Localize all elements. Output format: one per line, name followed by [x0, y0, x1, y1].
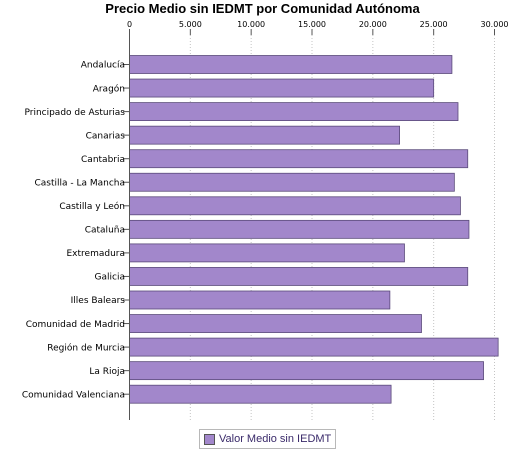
category-label: Galicia [95, 273, 125, 283]
category-label: Comunidad de Madrid [26, 320, 125, 330]
category-label: Principado de Asturias [24, 108, 125, 118]
chart-title: Precio Medio sin IEDMT por Comunidad Aut… [105, 1, 420, 16]
bar [129, 78, 435, 98]
category-label: Cantabria [81, 155, 125, 165]
x-tick-label: 20.000 [359, 20, 387, 29]
bars [129, 55, 499, 404]
bar [129, 337, 499, 357]
x-tick-label: 30.000 [481, 20, 509, 29]
x-tick-label: 0 [127, 20, 132, 29]
bar [129, 267, 469, 286]
x-tick-label: 15.000 [298, 20, 326, 29]
category-labels: Andalucía Aragón Principado de Asturias Can… [22, 61, 129, 400]
x-tick-label: 5.000 [179, 20, 202, 29]
category-label: Extremadura [67, 249, 126, 259]
legend: Valor Medio sin IEDMT [199, 429, 337, 449]
category-label: Cataluña [85, 226, 125, 236]
bar [129, 125, 401, 145]
category-label: Región de Murcia [47, 342, 125, 353]
bar [129, 361, 484, 381]
bar [129, 196, 461, 216]
bar [129, 219, 470, 239]
category-label: Castilla y León [59, 201, 125, 212]
bar [129, 102, 459, 121]
category-label: Andalucía [81, 61, 125, 71]
bar [129, 172, 455, 192]
category-label: Comunidad Valenciana [22, 390, 125, 400]
category-label: Castilla - La Mancha [34, 178, 125, 188]
category-label: La Rioja [89, 367, 125, 377]
bar [129, 314, 422, 333]
x-tick-label: 10.000 [237, 20, 265, 29]
bar [129, 384, 392, 404]
bar [129, 149, 469, 169]
legend-swatch [204, 433, 215, 445]
bar [129, 290, 391, 310]
category-label: Aragón [93, 83, 125, 94]
category-label: Illes Balears [71, 296, 126, 306]
bar [129, 55, 453, 74]
category-label: Canarias [86, 131, 126, 141]
x-tick-label: 25.000 [420, 20, 448, 29]
legend-label: Valor Medio sin IEDMT [219, 433, 332, 445]
bar [129, 243, 405, 263]
x-axis-ticks: 0 5.000 10.000 15.000 20.000 25.000 30.000 [127, 20, 509, 35]
